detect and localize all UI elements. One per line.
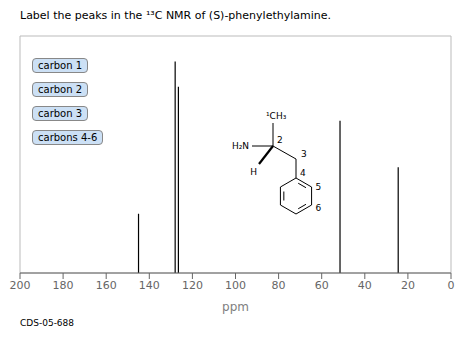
svg-text:140: 140 xyxy=(139,279,160,292)
svg-text:40: 40 xyxy=(358,279,372,292)
svg-text:200: 200 xyxy=(10,279,31,292)
svg-text:4: 4 xyxy=(300,168,306,178)
html-text:Label the peaks in the ¹³C NMR: Label the peaks in the ¹³C NMR of (S)-ph… xyxy=(20,9,331,22)
svg-text:120: 120 xyxy=(182,279,203,292)
svg-text:0: 0 xyxy=(448,279,455,292)
html-text:carbon 3: carbon 3 xyxy=(38,108,83,119)
svg-text:60: 60 xyxy=(315,279,329,292)
html-text:carbon 2: carbon 2 xyxy=(38,84,83,95)
svg-text:3: 3 xyxy=(301,149,307,159)
svg-text:H₂N: H₂N xyxy=(232,141,249,151)
html-text:CDS-05-688: CDS-05-688 xyxy=(20,318,75,328)
svg-text:¹CH₃: ¹CH₃ xyxy=(266,111,287,121)
svg-text:6: 6 xyxy=(316,203,322,213)
svg-text:2: 2 xyxy=(277,135,283,145)
html-text:carbon 1: carbon 1 xyxy=(38,60,83,71)
html-text:carbons 4-6: carbons 4-6 xyxy=(38,132,98,143)
svg-text:100: 100 xyxy=(225,279,246,292)
svg-text:H: H xyxy=(250,167,257,177)
svg-text:5: 5 xyxy=(316,182,322,192)
svg-text:20: 20 xyxy=(401,279,415,292)
svg-text:80: 80 xyxy=(272,279,286,292)
svg-text:ppm: ppm xyxy=(222,300,249,314)
svg-text:160: 160 xyxy=(96,279,117,292)
svg-text:180: 180 xyxy=(53,279,74,292)
